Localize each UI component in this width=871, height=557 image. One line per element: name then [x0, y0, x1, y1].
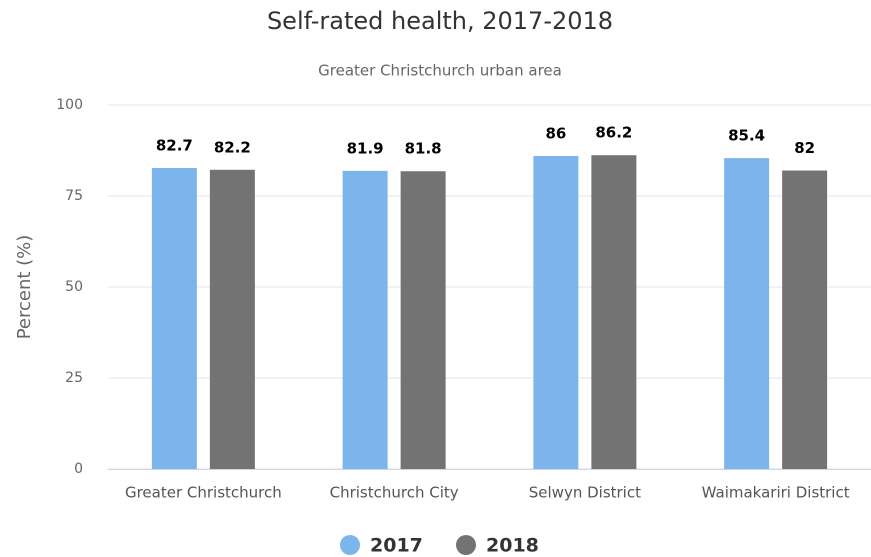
- legend-label: 2017: [370, 535, 423, 557]
- bar: [533, 155, 579, 469]
- bar: [209, 169, 255, 470]
- y-tick-label: 100: [56, 97, 83, 113]
- y-tick-label: 50: [65, 279, 83, 295]
- legend-marker: [456, 535, 476, 555]
- data-label: 86: [545, 124, 566, 142]
- bar: [724, 158, 770, 470]
- data-label: 82: [794, 139, 815, 157]
- bar: [591, 155, 637, 469]
- data-label: 81.9: [347, 139, 384, 157]
- chart-title: Self-rated health, 2017-2018: [267, 7, 613, 35]
- data-label: 82.2: [214, 138, 251, 156]
- data-label: 86.2: [595, 124, 632, 142]
- data-label: 81.8: [405, 140, 442, 158]
- bar: [151, 167, 197, 470]
- data-label: 82.7: [156, 136, 193, 154]
- chart-subtitle: Greater Christchurch urban area: [318, 62, 562, 80]
- y-axis-label: Percent (%): [14, 235, 35, 340]
- bar: [342, 170, 388, 469]
- x-tick-label: Selwyn District: [529, 484, 641, 502]
- y-tick-label: 0: [74, 461, 83, 477]
- x-tick-label: Christchurch City: [330, 484, 459, 502]
- y-tick-label: 75: [65, 188, 83, 204]
- x-tick-label: Waimakariri District: [702, 484, 850, 502]
- bar: [400, 171, 446, 470]
- legend-label: 2018: [486, 535, 539, 557]
- x-tick-label: Greater Christchurch: [125, 484, 282, 502]
- legend-marker: [340, 535, 360, 555]
- data-label: 85.4: [728, 127, 765, 145]
- y-tick-label: 25: [65, 370, 83, 386]
- bar: [782, 170, 828, 469]
